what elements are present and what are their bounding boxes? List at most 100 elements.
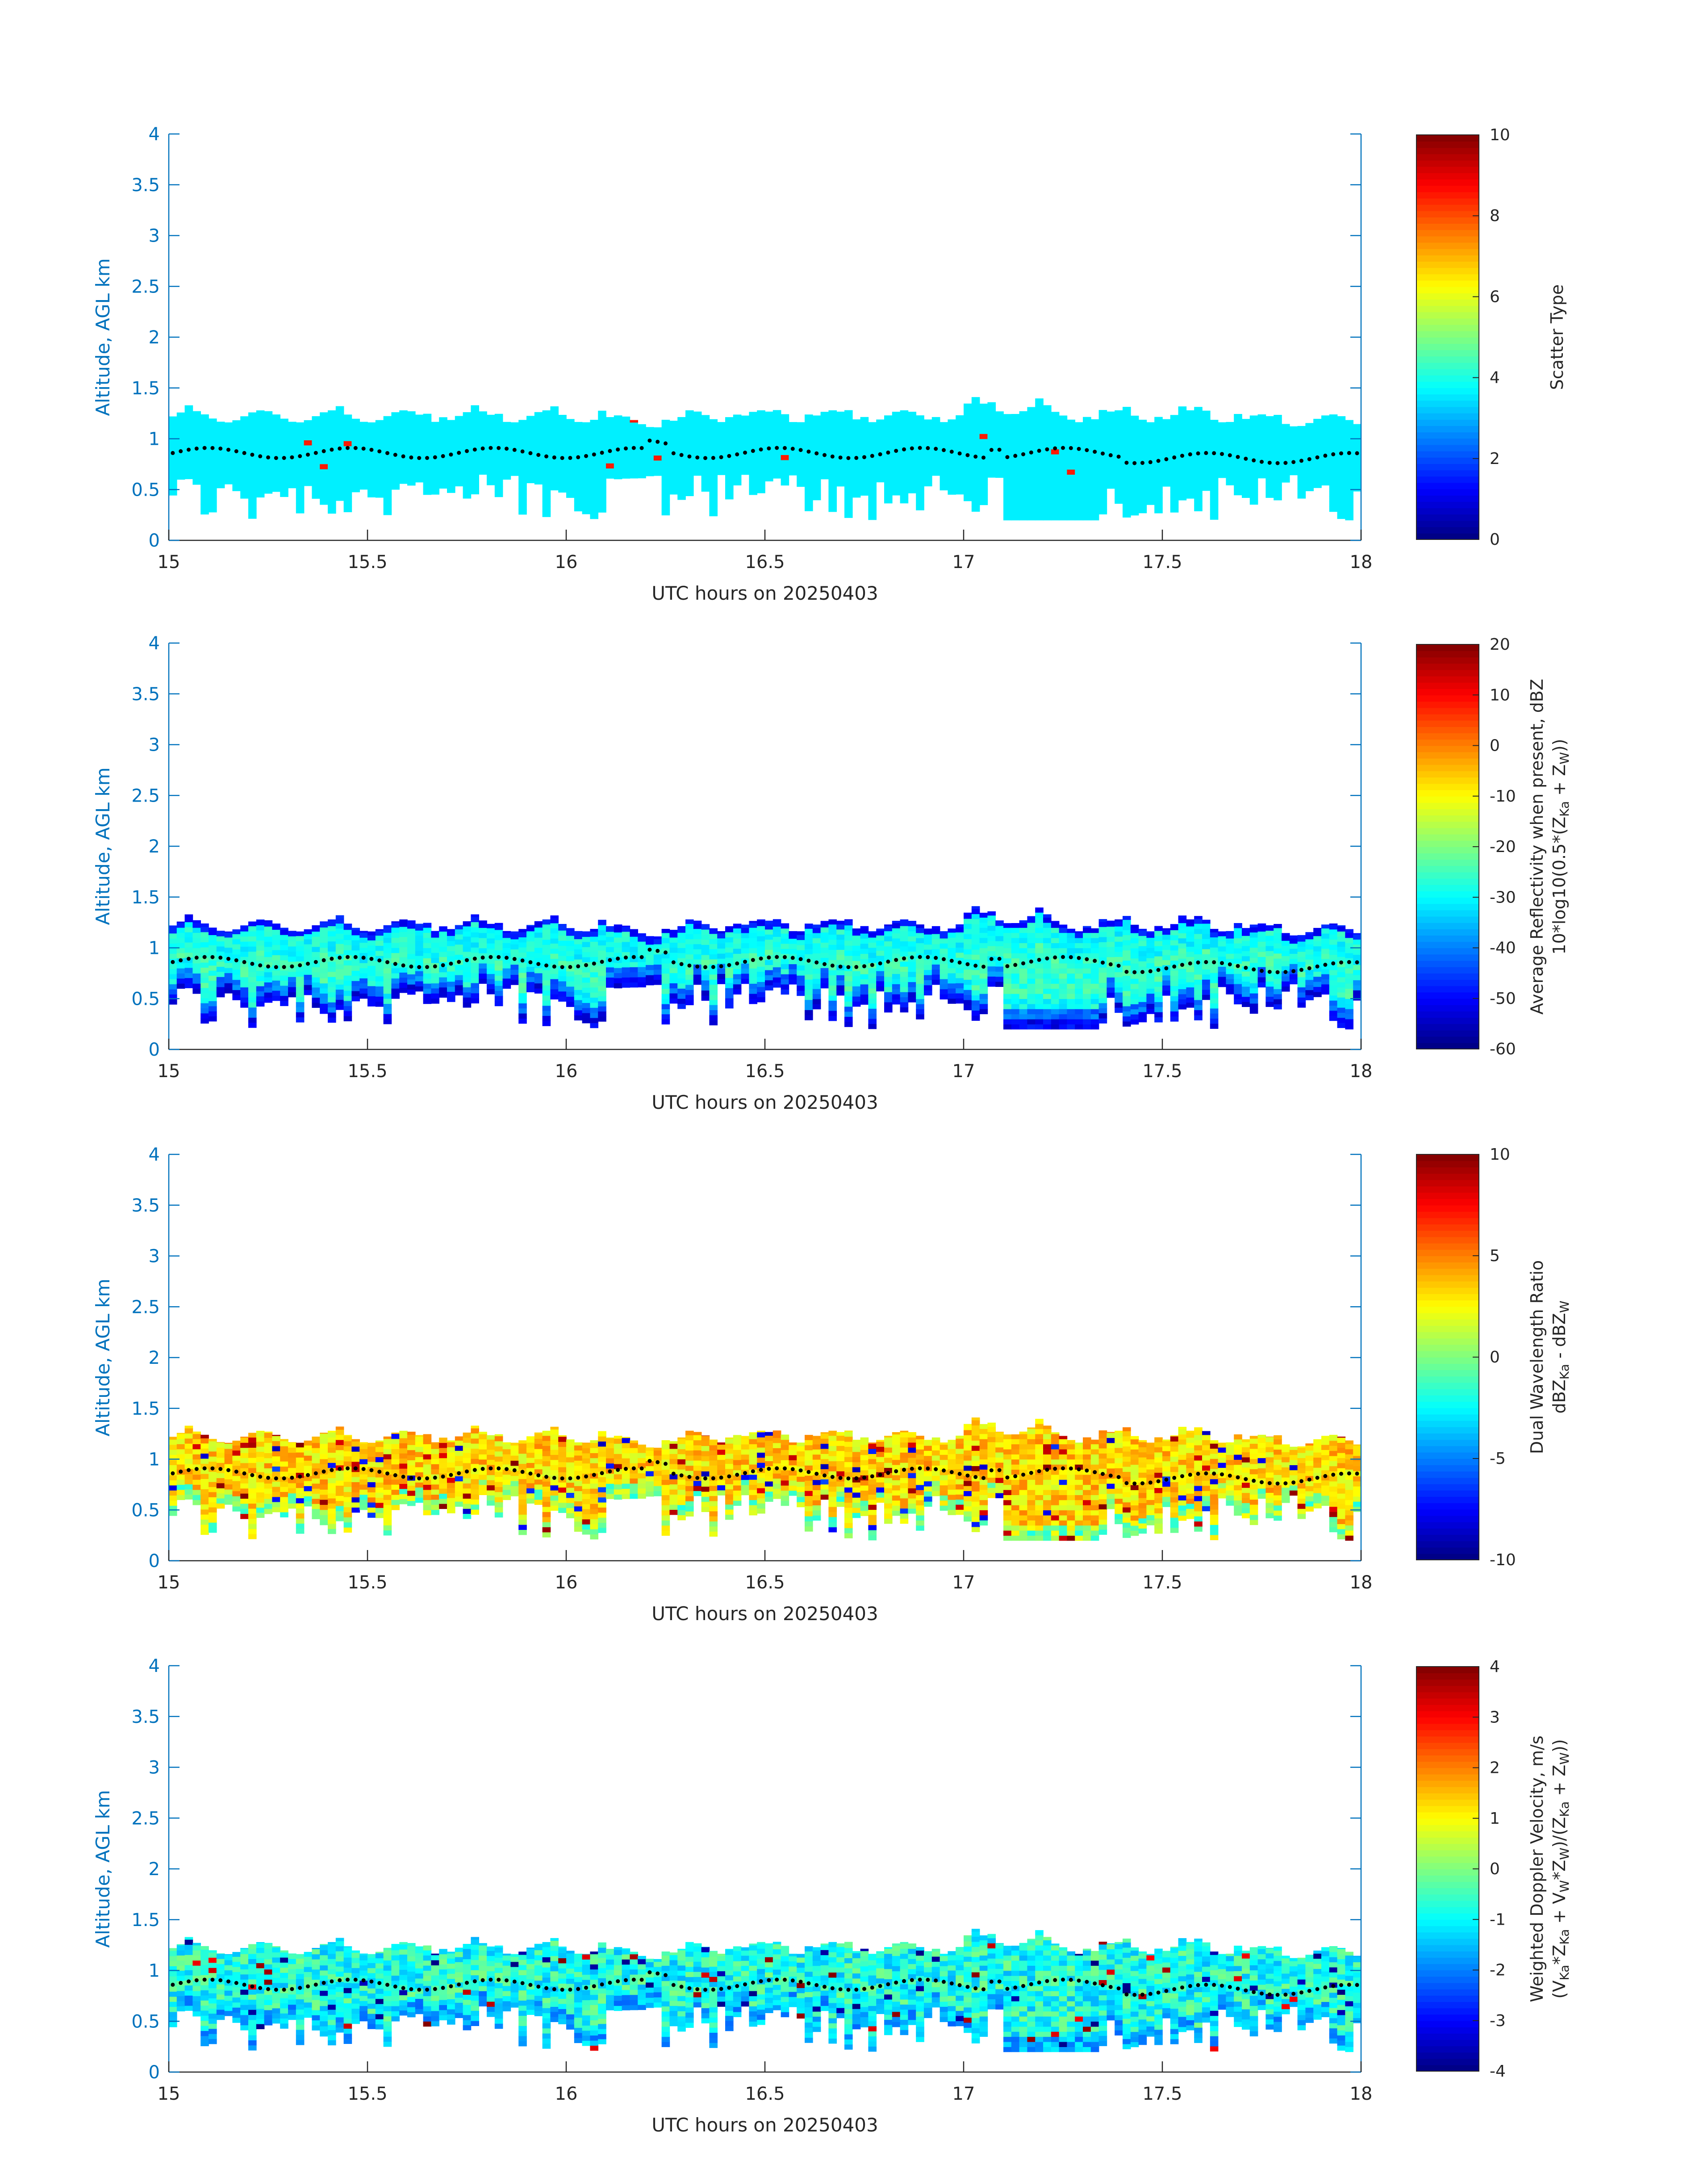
heatmap-cell bbox=[892, 999, 901, 1005]
heatmap-cell bbox=[248, 946, 257, 952]
heatmap-cell bbox=[423, 927, 432, 933]
heatmap-cell bbox=[463, 493, 472, 499]
heatmap-cell bbox=[375, 467, 384, 472]
heatmap-cell bbox=[343, 441, 352, 447]
heatmap-cell bbox=[1194, 470, 1203, 476]
heatmap-cell bbox=[685, 934, 694, 940]
heatmap-cell bbox=[407, 933, 416, 939]
heatmap-cell bbox=[487, 464, 495, 470]
heatmap-cell bbox=[1321, 464, 1330, 470]
heatmap-cell bbox=[717, 938, 726, 944]
heatmap-cell bbox=[351, 930, 360, 936]
heatmap-cell bbox=[343, 985, 352, 991]
heatmap-cell bbox=[1083, 439, 1091, 444]
heatmap-cell bbox=[653, 979, 662, 985]
heatmap-cell bbox=[773, 967, 781, 973]
heatmap-cell bbox=[375, 991, 384, 997]
heatmap-cell bbox=[1321, 444, 1330, 450]
heatmap-cell bbox=[1226, 444, 1234, 450]
heatmap-cell bbox=[439, 473, 447, 479]
heatmap-cell bbox=[844, 497, 853, 503]
heatmap-cell bbox=[542, 960, 551, 965]
heatmap-cell bbox=[383, 439, 392, 444]
heatmap-cell bbox=[669, 433, 678, 439]
heatmap-cell bbox=[964, 440, 972, 446]
heatmap-cell bbox=[558, 940, 567, 946]
heatmap-cell bbox=[415, 477, 424, 483]
heatmap-cell bbox=[1075, 443, 1083, 450]
heatmap-cells bbox=[169, 397, 1361, 521]
heatmap-cell bbox=[550, 406, 559, 409]
heatmap-cell bbox=[1067, 464, 1075, 470]
heatmap-cell bbox=[335, 475, 344, 481]
heatmap-cell bbox=[765, 466, 773, 472]
heatmap-cell bbox=[1003, 999, 1012, 1004]
heatmap-cell bbox=[924, 969, 932, 975]
heatmap-cell bbox=[1107, 926, 1115, 932]
heatmap-cell bbox=[455, 949, 464, 955]
heatmap-cell bbox=[892, 974, 901, 979]
heatmap-cell bbox=[669, 967, 678, 974]
heatmap-cell bbox=[669, 947, 678, 953]
heatmap-cell bbox=[1146, 464, 1155, 470]
heatmap-cell bbox=[733, 928, 742, 934]
heatmap-cell bbox=[685, 984, 694, 990]
heatmap-cell bbox=[741, 469, 750, 475]
heatmap-cell bbox=[1162, 954, 1171, 961]
heatmap-cell bbox=[351, 940, 360, 946]
heatmap-cell bbox=[192, 937, 201, 943]
heatmap-cell bbox=[836, 476, 845, 481]
heatmap-cell bbox=[1123, 1021, 1131, 1027]
heatmap-cell bbox=[677, 489, 686, 495]
heatmap-cell bbox=[1011, 943, 1020, 949]
heatmap-cell bbox=[916, 494, 924, 500]
heatmap-cell bbox=[1186, 493, 1194, 499]
heatmap-cell bbox=[431, 484, 439, 490]
heatmap-cell bbox=[900, 986, 909, 992]
colorbar-step bbox=[1416, 343, 1479, 351]
heatmap-cell bbox=[184, 922, 193, 928]
heatmap-cell bbox=[343, 965, 352, 971]
heatmap-cell bbox=[987, 961, 996, 967]
heatmap-cell bbox=[1075, 963, 1083, 969]
heatmap-cell bbox=[765, 980, 773, 986]
heatmap-cell bbox=[717, 444, 726, 450]
heatmap-cell bbox=[812, 434, 821, 439]
heatmap-cell bbox=[868, 1008, 877, 1014]
heatmap-cell bbox=[892, 464, 901, 470]
colorbar-step bbox=[1416, 292, 1479, 300]
x-tick-label: 16.5 bbox=[745, 552, 785, 572]
heatmap-cell bbox=[1098, 962, 1107, 968]
heatmap-cell bbox=[781, 455, 789, 460]
heatmap-cell bbox=[351, 481, 360, 487]
heatmap-cell bbox=[789, 969, 797, 974]
heatmap-cell bbox=[209, 430, 217, 436]
heatmap-cell bbox=[1043, 469, 1052, 475]
heatmap-cell bbox=[1003, 500, 1012, 506]
heatmap-cell bbox=[844, 1011, 853, 1017]
heatmap-cell bbox=[653, 470, 662, 476]
heatmap-cell bbox=[447, 956, 455, 961]
heatmap-cell bbox=[383, 937, 392, 943]
colorbar-step bbox=[1416, 533, 1479, 540]
heatmap-cell bbox=[661, 968, 670, 974]
heatmap-cell bbox=[1035, 454, 1044, 460]
heatmap-cell bbox=[391, 484, 400, 490]
heatmap-cell bbox=[940, 422, 948, 425]
heatmap-cell bbox=[1138, 981, 1147, 987]
heatmap-cell bbox=[542, 944, 551, 950]
heatmap-cell bbox=[1146, 998, 1155, 1004]
heatmap-cell bbox=[248, 468, 257, 473]
heatmap-cell bbox=[812, 479, 821, 485]
heatmap-cell bbox=[566, 940, 575, 946]
heatmap-cell bbox=[773, 919, 781, 922]
heatmap-cell bbox=[1274, 434, 1282, 439]
heatmap-cell bbox=[256, 431, 265, 437]
heatmap-cell bbox=[216, 992, 225, 998]
overlay-dot bbox=[194, 447, 199, 451]
heatmap-cell bbox=[367, 422, 376, 426]
heatmap-cell bbox=[661, 464, 670, 470]
heatmap-cell bbox=[407, 424, 416, 430]
heatmap-cell bbox=[948, 484, 956, 490]
heatmap-cell bbox=[741, 429, 750, 435]
